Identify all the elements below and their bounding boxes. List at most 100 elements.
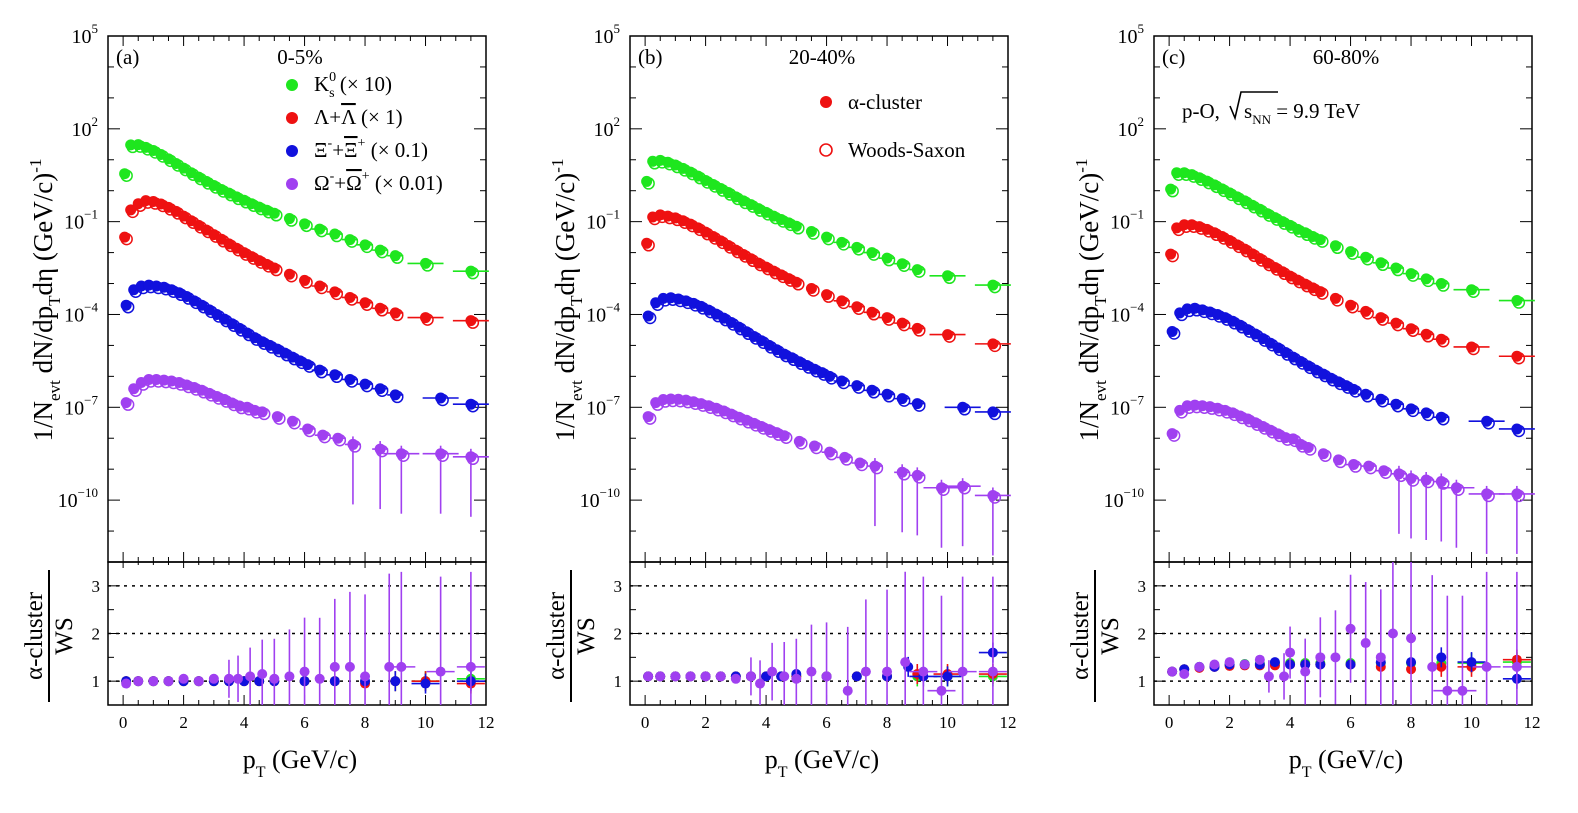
omega-alpha-point bbox=[793, 435, 805, 447]
omega-ratio-point bbox=[755, 678, 766, 689]
y-tick-mantissa: 10 bbox=[1104, 490, 1124, 512]
lambda-alpha-point bbox=[866, 306, 878, 318]
y-tick-label: 10−10 bbox=[1104, 485, 1144, 512]
legend-k: K bbox=[314, 72, 329, 96]
omega-ratio-point bbox=[435, 666, 446, 677]
x-tick-label: 6 bbox=[1346, 713, 1355, 732]
omega-ratio-point bbox=[314, 673, 325, 684]
xi-alpha-point bbox=[957, 401, 969, 413]
y-tick-exponent: −7 bbox=[84, 392, 98, 407]
x-tick-label: 12 bbox=[1524, 713, 1541, 732]
y-tick-label: 10−7 bbox=[1110, 392, 1144, 419]
lambda-alpha-point bbox=[1314, 286, 1326, 298]
y-tick-exponent: −7 bbox=[1130, 392, 1144, 407]
y-tick-exponent: −7 bbox=[606, 392, 620, 407]
y-tick-label: 10−1 bbox=[64, 207, 98, 234]
y-tick-mantissa: 10 bbox=[64, 212, 84, 234]
omega-legend-main: Ω bbox=[314, 171, 330, 195]
k0s-alpha-point bbox=[329, 228, 341, 240]
ratio-y-tick-label: 3 bbox=[92, 577, 101, 596]
xi-alpha-point bbox=[1390, 398, 1402, 410]
omega-ratio-point bbox=[133, 676, 144, 687]
lambda-alpha-point bbox=[1405, 323, 1417, 335]
alpha-cluster-legend-marker bbox=[820, 96, 832, 108]
omega-ratio-point bbox=[1239, 659, 1250, 670]
xi-legend-plus: + bbox=[332, 138, 344, 162]
k0s-alpha-point bbox=[821, 231, 833, 243]
omega-ratio-point bbox=[655, 671, 666, 682]
omega-ratio-point bbox=[360, 671, 371, 682]
x-axis-title: pT (GeV/c) bbox=[765, 745, 879, 781]
k0s-alpha-point bbox=[1390, 262, 1402, 274]
omega-ratio-point bbox=[791, 673, 802, 684]
k0s-alpha-point bbox=[1466, 284, 1478, 296]
omega-alpha-point bbox=[332, 432, 344, 444]
xi-alpha-point bbox=[1360, 388, 1372, 400]
omega-alpha-point bbox=[143, 373, 155, 385]
ratio-axis-title: α-cluster WS bbox=[21, 570, 78, 702]
omega-ratio-point bbox=[245, 671, 256, 682]
y-tick-label: 102 bbox=[594, 114, 621, 141]
omega-ratio-point bbox=[284, 671, 295, 682]
energy-value: = 9.9 TeV bbox=[1271, 99, 1360, 123]
k0s-alpha-point bbox=[359, 239, 371, 251]
x-tick-label: 12 bbox=[1000, 713, 1017, 732]
y-title-exp: -1 bbox=[548, 159, 567, 173]
xi-alpha-point bbox=[344, 373, 356, 385]
y-tick-label: 10−1 bbox=[1110, 207, 1144, 234]
k0s-alpha-point bbox=[1420, 273, 1432, 285]
ratio-title-denominator: WS bbox=[51, 617, 78, 655]
omega-alpha-point bbox=[1302, 442, 1314, 454]
lambda-alpha-point bbox=[896, 317, 908, 329]
omega-alpha-point bbox=[435, 448, 447, 460]
omega-ratio-point bbox=[1427, 661, 1438, 672]
lambda-alpha-point bbox=[1165, 248, 1177, 260]
xi-ratio-point bbox=[851, 671, 862, 682]
lambda-alpha-point bbox=[821, 289, 833, 301]
ratio-axis-title: α-cluster WS bbox=[543, 570, 600, 702]
ratio-y-tick-label: 1 bbox=[1138, 672, 1147, 691]
system-name: p-O, bbox=[1182, 99, 1220, 123]
xi-alpha-point bbox=[359, 378, 371, 390]
y-title-exp: -1 bbox=[26, 159, 45, 173]
omega-ratio-point bbox=[1511, 661, 1522, 672]
ratio-y-tick-label: 3 bbox=[614, 577, 623, 596]
omega-alpha-point bbox=[256, 406, 268, 418]
omega-alpha-point bbox=[911, 469, 923, 481]
x-tick-label: 4 bbox=[762, 713, 771, 732]
woods-saxon-legend-marker bbox=[819, 143, 833, 157]
omega-alpha-point bbox=[120, 397, 132, 409]
k0s-alpha-point bbox=[1171, 167, 1183, 179]
y-tick-label: 10−10 bbox=[58, 485, 98, 512]
legend-lambda-scale: (× 1) bbox=[356, 105, 403, 129]
omega-ratio-point bbox=[193, 676, 204, 687]
omega-ratio-point bbox=[1285, 647, 1296, 658]
x-title-p: p bbox=[765, 745, 778, 774]
lambda-alpha-point bbox=[1178, 219, 1190, 231]
omega-alpha-point bbox=[1287, 433, 1299, 445]
x-tick-label: 2 bbox=[701, 713, 710, 732]
xi-alpha-point bbox=[1166, 325, 1178, 337]
y-tick-mantissa: 10 bbox=[586, 212, 606, 234]
panel-tag: (a) bbox=[116, 45, 139, 69]
x-title-rest: (GeV/c) bbox=[266, 745, 358, 774]
omega-alpha-point bbox=[1435, 476, 1447, 488]
omega-ratio-point bbox=[860, 666, 871, 677]
omega-alpha-point bbox=[1378, 465, 1390, 477]
x-title-sub: T bbox=[256, 764, 266, 781]
lambda-alpha-point bbox=[942, 329, 954, 341]
omega-alpha-point bbox=[854, 457, 866, 469]
xi-alpha-point bbox=[881, 388, 893, 400]
legend-lambda-bar: Λ bbox=[341, 105, 357, 129]
y-title-sub-evt: evt bbox=[1091, 380, 1110, 401]
x-tick-label: 6 bbox=[822, 713, 831, 732]
omega-ratio-point bbox=[987, 666, 998, 677]
omega-alpha-point bbox=[317, 429, 329, 441]
lambda-legend-marker bbox=[286, 112, 298, 124]
y-title-sub-t: T bbox=[45, 295, 64, 306]
ratio-y-tick-label: 2 bbox=[92, 625, 101, 644]
lambda-alpha-point bbox=[851, 301, 863, 313]
k0s-alpha-point bbox=[1405, 268, 1417, 280]
y-title-e: dη (GeV/c) bbox=[28, 173, 58, 296]
ratio-title-numerator: α-cluster bbox=[1067, 591, 1094, 680]
